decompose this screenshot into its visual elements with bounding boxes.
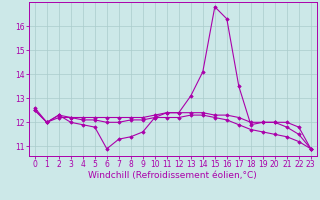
X-axis label: Windchill (Refroidissement éolien,°C): Windchill (Refroidissement éolien,°C): [88, 171, 257, 180]
